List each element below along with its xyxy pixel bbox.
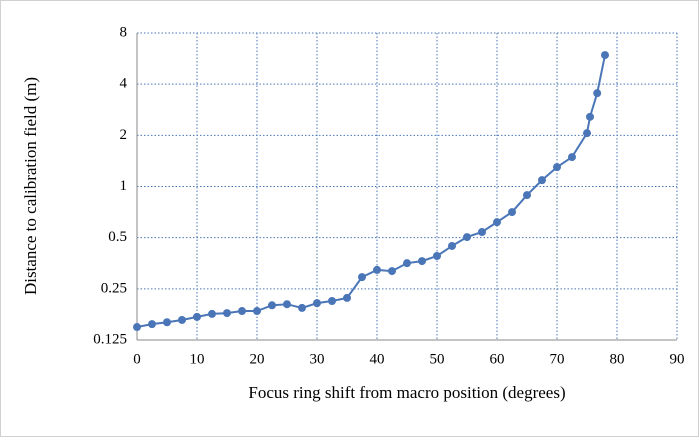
- data-line: [136, 54, 606, 329]
- data-point: [418, 257, 426, 266]
- x-tick-label: 20: [250, 351, 265, 367]
- x-tick-label: 70: [550, 351, 565, 367]
- x-tick-label: 30: [310, 351, 325, 367]
- data-point: [358, 273, 366, 282]
- data-point: [388, 267, 396, 276]
- data-point: [463, 233, 471, 242]
- x-axis-title: Focus ring shift from macro position (de…: [248, 383, 565, 402]
- data-point: [568, 153, 576, 162]
- data-point: [553, 163, 561, 172]
- data-point: [208, 309, 216, 318]
- data-point: [586, 112, 594, 121]
- data-point: [223, 309, 231, 318]
- data-point: [193, 312, 201, 321]
- data-point: [538, 176, 546, 185]
- data-point: [343, 293, 351, 302]
- data-point: [283, 300, 291, 309]
- data-point: [178, 315, 186, 324]
- y-tick-label: 0.5: [108, 229, 127, 245]
- y-tick-label: 1: [120, 178, 128, 194]
- y-tick-label: 0.25: [101, 280, 127, 296]
- x-tick-label: 90: [670, 351, 685, 367]
- x-tick-label: 10: [190, 351, 205, 367]
- data-point: [253, 307, 261, 316]
- data-point: [148, 320, 156, 329]
- data-point: [298, 303, 306, 312]
- data-point: [313, 299, 321, 308]
- data-point: [433, 252, 441, 261]
- x-tick-label: 60: [490, 351, 505, 367]
- data-point: [238, 307, 246, 316]
- data-point: [133, 323, 141, 332]
- x-tick-label: 0: [133, 351, 141, 367]
- x-tick-label: 40: [370, 351, 385, 367]
- data-point: [403, 259, 411, 268]
- data-point: [583, 129, 591, 138]
- y-tick-label: 2: [120, 127, 128, 143]
- data-point: [478, 227, 486, 236]
- data-point: [593, 89, 602, 98]
- data-point: [508, 208, 516, 217]
- data-point: [163, 318, 171, 327]
- data-point: [328, 297, 336, 306]
- y-tick-label: 8: [120, 24, 128, 40]
- y-tick-label: 0.125: [93, 331, 127, 347]
- data-point: [493, 218, 501, 227]
- data-point: [523, 191, 531, 200]
- data-point: [268, 301, 276, 310]
- y-axis-title: Distance to calibration field (m): [21, 77, 40, 295]
- data-point: [601, 51, 609, 60]
- x-tick-label: 50: [430, 351, 445, 367]
- x-tick-label: 80: [610, 351, 625, 367]
- y-tick-label: 4: [120, 76, 128, 92]
- data-point: [448, 241, 456, 250]
- data-point: [373, 265, 381, 274]
